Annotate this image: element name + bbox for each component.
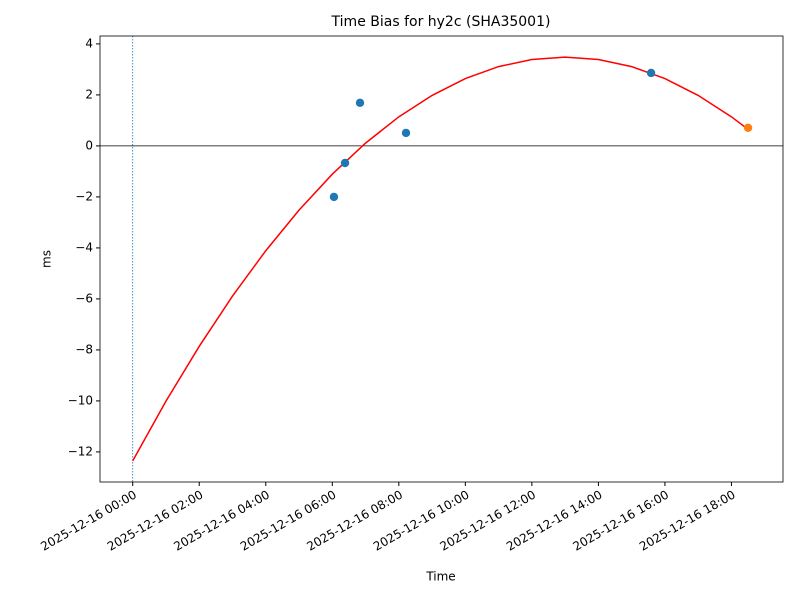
y-tick-label: −4 bbox=[75, 240, 93, 254]
data-point bbox=[743, 123, 753, 133]
data-point bbox=[646, 68, 656, 78]
data-point bbox=[329, 192, 339, 202]
y-tick-label: 0 bbox=[85, 138, 93, 152]
y-tick-label: 2 bbox=[85, 87, 93, 101]
x-axis-label: Time bbox=[425, 570, 455, 584]
data-point bbox=[401, 128, 411, 138]
data-point bbox=[355, 98, 365, 108]
plot-frame bbox=[99, 35, 784, 483]
y-tick-label: −2 bbox=[75, 189, 93, 203]
y-axis-label: ms bbox=[40, 250, 54, 268]
y-tick-label: −8 bbox=[75, 342, 93, 356]
y-tick-label: −10 bbox=[68, 393, 93, 407]
y-tick-label: −6 bbox=[75, 291, 93, 305]
y-tick-label: −12 bbox=[68, 444, 93, 458]
fit-curve bbox=[132, 56, 749, 462]
data-point bbox=[340, 158, 350, 168]
y-tick-label: 4 bbox=[85, 36, 93, 50]
chart-title: Time Bias for hy2c (SHA35001) bbox=[331, 14, 551, 30]
